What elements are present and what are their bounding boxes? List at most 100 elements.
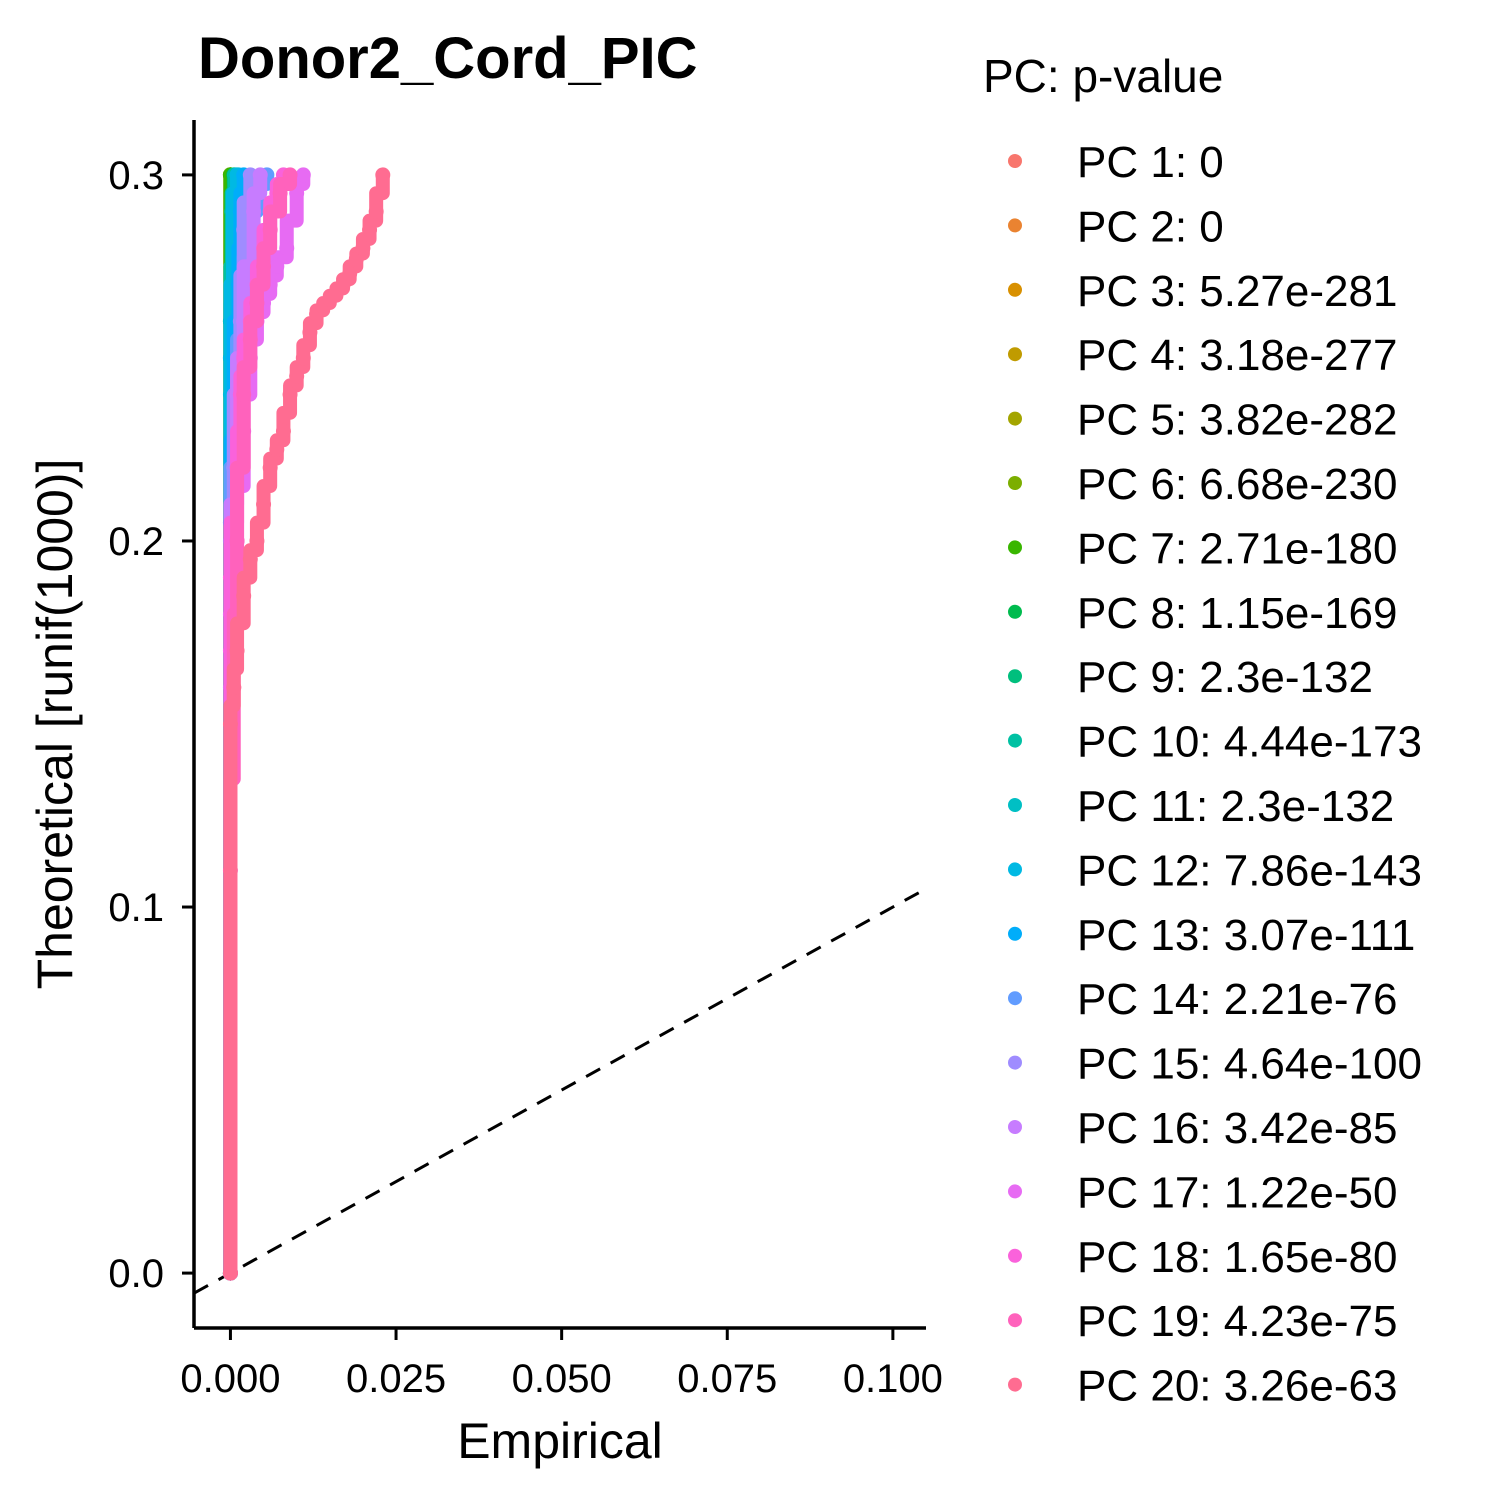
legend-swatch (1008, 926, 1022, 941)
legend-label: PC 15: 4.64e-100 (1077, 1040, 1422, 1089)
x-axis-ticks: 0.000 0.025 0.050 0.075 0.100 (180, 1328, 943, 1401)
data-point (222, 716, 238, 732)
x-tick-label: 0.025 (346, 1357, 446, 1401)
legend-label: PC 7: 2.71e-180 (1077, 524, 1397, 573)
data-point (269, 441, 285, 457)
legend-item: PC 6: 6.68e-230 (1008, 460, 1397, 509)
data-point (275, 423, 291, 439)
data-point (256, 258, 272, 274)
series-layer (222, 167, 391, 1281)
legend-label: PC 10: 4.44e-173 (1077, 718, 1422, 767)
legend-swatch (1008, 411, 1022, 426)
data-point (249, 295, 265, 311)
legend-label: PC 11: 2.3e-132 (1077, 782, 1394, 831)
legend-label: PC 13: 3.07e-111 (1077, 911, 1415, 960)
legend-swatch (1008, 991, 1022, 1006)
legend-item: PC 15: 4.64e-100 (1008, 1040, 1422, 1089)
legend-swatch (1008, 476, 1022, 490)
x-tick-label: 0.000 (180, 1357, 280, 1401)
legend: PC: p-value PC 1: 0 PC 2: 0 PC 3: 5.27e-28… (983, 50, 1422, 1411)
legend-swatch (1008, 1120, 1022, 1134)
legend-label: PC 8: 1.15e-169 (1077, 589, 1397, 638)
chart-title: Donor2_Cord_PIC (198, 26, 698, 91)
legend-item: PC 10: 4.44e-173 (1008, 718, 1422, 767)
legend-swatch (1008, 862, 1022, 877)
legend-swatch (1008, 1184, 1022, 1199)
legend-label: PC 3: 5.27e-281 (1077, 267, 1397, 316)
data-point (262, 222, 278, 238)
plot-area (193, 167, 927, 1295)
legend-label: PC 18: 1.65e-80 (1077, 1233, 1397, 1282)
data-point (355, 240, 371, 256)
legend-title: PC: p-value (983, 50, 1223, 102)
legend-item: PC 11: 2.3e-132 (1008, 782, 1394, 831)
x-tick-label: 0.100 (843, 1357, 943, 1401)
data-point (249, 533, 265, 549)
legend-swatch (1008, 798, 1022, 812)
reference-line (193, 887, 927, 1295)
legend-item: PC 4: 3.18e-277 (1008, 331, 1397, 380)
series-20 (222, 167, 391, 1281)
data-point (222, 1265, 238, 1281)
legend-item: PC 8: 1.15e-169 (1008, 589, 1397, 638)
data-point (256, 496, 272, 512)
data-point (262, 460, 278, 476)
legend-item: PC 5: 3.82e-282 (1008, 396, 1397, 445)
data-point (375, 167, 391, 183)
data-point (289, 368, 305, 384)
legend-swatch (1008, 1055, 1022, 1070)
data-point (295, 350, 311, 366)
x-tick-label: 0.050 (512, 1357, 612, 1401)
y-tick-label: 0.0 (108, 1252, 164, 1296)
legend-item: PC 3: 5.27e-281 (1008, 267, 1397, 316)
y-tick-label: 0.1 (108, 886, 164, 930)
legend-swatch (1008, 604, 1022, 619)
data-point (236, 588, 252, 604)
data-point (229, 643, 245, 659)
legend-item: PC 20: 3.26e-63 (1008, 1362, 1397, 1411)
data-point (226, 679, 242, 695)
legend-label: PC 20: 3.26e-63 (1077, 1362, 1397, 1411)
legend-swatch (1008, 1248, 1022, 1263)
legend-item: PC 1: 0 (1008, 138, 1224, 187)
legend-swatch (1008, 154, 1022, 168)
legend-items: PC 1: 0 PC 2: 0 PC 3: 5.27e-281 PC 4: 3.18e… (1008, 138, 1422, 1411)
data-point (246, 204, 262, 220)
data-point (295, 167, 311, 183)
data-point (368, 204, 384, 220)
legend-label: PC 14: 2.21e-76 (1077, 975, 1397, 1024)
legend-item: PC 19: 4.23e-75 (1008, 1297, 1397, 1346)
legend-swatch (1008, 540, 1022, 555)
reference-line-layer (193, 887, 927, 1295)
data-point (279, 240, 295, 256)
legend-swatch (1008, 347, 1022, 362)
legend-swatch (1008, 1377, 1022, 1392)
data-point (229, 533, 245, 549)
data-point (252, 167, 268, 183)
legend-item: PC 17: 1.22e-50 (1008, 1168, 1397, 1217)
x-axis-title: Empirical (457, 1413, 663, 1469)
legend-item: PC 9: 2.3e-132 (1008, 653, 1373, 702)
legend-item: PC 13: 3.07e-111 (1008, 911, 1415, 960)
data-point (272, 185, 288, 201)
legend-item: PC 2: 0 (1008, 202, 1224, 251)
x-tick-label: 0.075 (677, 1357, 777, 1401)
legend-item: PC 7: 2.71e-180 (1008, 524, 1397, 573)
data-point (335, 277, 351, 293)
legend-label: PC 6: 6.68e-230 (1077, 460, 1397, 509)
y-tick-label: 0.3 (108, 154, 164, 198)
legend-item: PC 18: 1.65e-80 (1008, 1233, 1397, 1282)
legend-label: PC 1: 0 (1077, 138, 1224, 187)
y-axis-title: Theoretical [runif(1000)] (27, 459, 83, 990)
legend-swatch (1008, 218, 1022, 233)
legend-swatch (1008, 733, 1022, 748)
legend-label: PC 9: 2.3e-132 (1077, 653, 1373, 702)
legend-label: PC 16: 3.42e-85 (1077, 1104, 1397, 1153)
data-point (242, 551, 258, 567)
data-point (242, 332, 258, 348)
legend-item: PC 14: 2.21e-76 (1008, 975, 1397, 1024)
legend-label: PC 4: 3.18e-277 (1077, 331, 1397, 380)
legend-swatch (1008, 282, 1022, 297)
legend-item: PC 12: 7.86e-143 (1008, 846, 1422, 895)
